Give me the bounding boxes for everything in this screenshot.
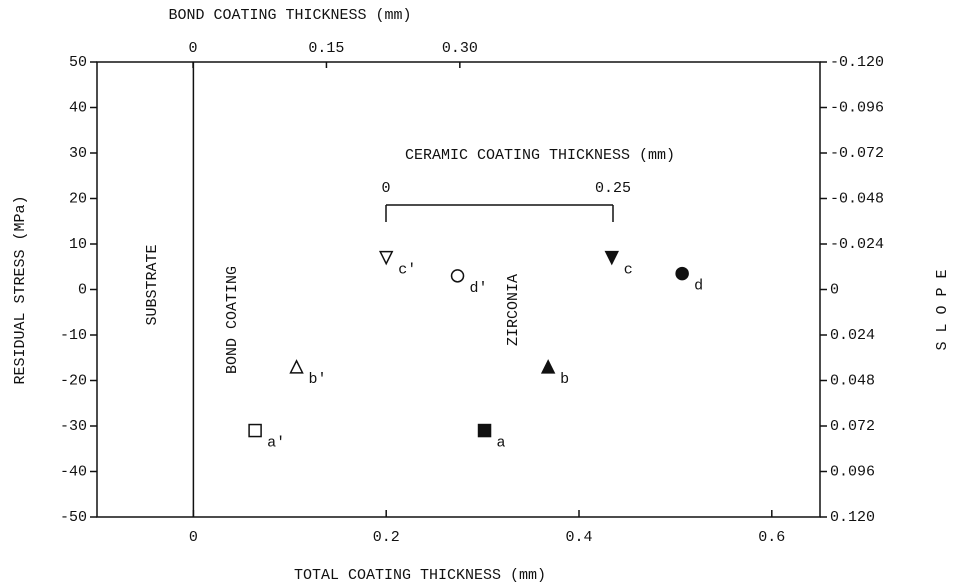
x-tick-label: 0.2 [373,529,400,546]
point [450,269,465,283]
y-tick-label: -50 [60,509,87,526]
point [604,250,619,266]
x2-tick-label: 0 [189,40,198,57]
point-label: a [497,435,506,452]
y2-tick-label: -0.072 [830,145,884,162]
x2-tick-label: 0.15 [308,40,344,57]
y2-axis-title: S L O P E [934,269,951,350]
y-tick-label: 0 [78,281,87,298]
y2-tick-label: 0.024 [830,327,875,344]
y2-tick-label: 0.096 [830,463,875,480]
y-tick-label: -10 [60,327,87,344]
x2-tick-label: 0.30 [442,40,478,57]
point [378,250,394,266]
y-tick-label: -30 [60,418,87,435]
point-label: d' [470,280,488,297]
x2-axis-title: BOND COATING THICKNESS (mm) [168,7,411,24]
y2-tick-label: 0.120 [830,509,875,526]
y2-tick-label: 0.072 [830,418,875,435]
x-axis-title: TOTAL COATING THICKNESS (mm) [294,567,546,584]
x-tick-label: 0 [189,529,198,546]
annotation: BOND COATING [224,266,241,374]
y-tick-label: -20 [60,372,87,389]
ceramic-tick-label: 0.25 [595,180,631,197]
point-label: d [694,278,703,295]
x-tick-label: 0.6 [758,529,785,546]
annotation: SUBSTRATE [144,244,161,325]
point [289,359,304,374]
point-label: a' [267,435,285,452]
point [675,266,689,281]
ceramic-tick-label: 0 [381,180,390,197]
y2-tick-label: -0.096 [830,99,884,116]
ceramic-axis-title: CERAMIC COATING THICKNESS (mm) [405,147,675,164]
y2-tick-label: 0.048 [830,372,875,389]
y2-tick-label: -0.048 [830,190,884,207]
point [477,423,492,438]
point-label: c [624,262,633,279]
y-tick-label: 50 [69,54,87,71]
point [248,423,262,438]
annotation: ZIRCONIA [505,274,522,346]
y2-tick-label: 0 [830,281,839,298]
y-tick-label: 30 [69,145,87,162]
y-tick-label: 40 [69,99,87,116]
y2-tick-label: -0.120 [830,54,884,71]
point [540,359,556,374]
y-tick-label: 20 [69,190,87,207]
y-axis-title: RESIDUAL STRESS (MPa) [12,195,29,384]
point-label: b [560,371,569,388]
plot-frame [96,61,821,518]
point-label: b' [309,371,327,388]
x-tick-label: 0.4 [565,529,592,546]
y-tick-label: -40 [60,463,87,480]
y2-tick-label: -0.024 [830,236,884,253]
point-label: c' [398,262,416,279]
y-tick-label: 10 [69,236,87,253]
